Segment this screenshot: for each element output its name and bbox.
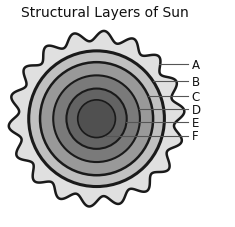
Text: E: E — [192, 116, 199, 129]
Circle shape — [29, 52, 164, 187]
Circle shape — [40, 63, 153, 175]
Polygon shape — [9, 32, 184, 207]
Title: Structural Layers of Sun: Structural Layers of Sun — [21, 6, 188, 20]
Text: F: F — [192, 130, 198, 143]
Circle shape — [78, 100, 115, 138]
Text: B: B — [192, 75, 200, 88]
Circle shape — [53, 76, 140, 162]
Text: D: D — [192, 103, 201, 116]
Text: A: A — [192, 58, 200, 71]
Text: C: C — [192, 90, 200, 103]
Circle shape — [67, 89, 127, 149]
